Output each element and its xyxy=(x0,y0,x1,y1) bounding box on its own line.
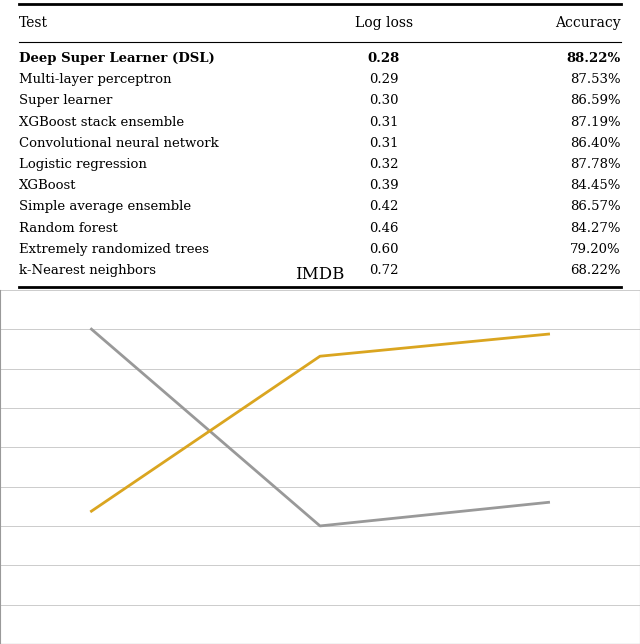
Text: Convolutional neural network: Convolutional neural network xyxy=(19,137,219,150)
Text: 86.40%: 86.40% xyxy=(570,137,621,150)
Text: Random forest: Random forest xyxy=(19,222,118,234)
Text: 0.28: 0.28 xyxy=(368,52,400,65)
Text: 88.22%: 88.22% xyxy=(566,52,621,65)
Text: 0.39: 0.39 xyxy=(369,179,399,192)
Text: Test: Test xyxy=(19,16,48,30)
Text: 84.45%: 84.45% xyxy=(570,179,621,192)
Text: 86.59%: 86.59% xyxy=(570,94,621,108)
Text: Simple average ensemble: Simple average ensemble xyxy=(19,200,191,213)
Text: XGBoost: XGBoost xyxy=(19,179,77,192)
Text: Log loss: Log loss xyxy=(355,16,413,30)
Text: 87.78%: 87.78% xyxy=(570,158,621,171)
Text: 84.27%: 84.27% xyxy=(570,222,621,234)
Text: Deep Super Learner (DSL): Deep Super Learner (DSL) xyxy=(19,52,215,65)
Text: 0.42: 0.42 xyxy=(369,200,399,213)
Text: 0.46: 0.46 xyxy=(369,222,399,234)
Text: 0.29: 0.29 xyxy=(369,73,399,86)
Text: Accuracy: Accuracy xyxy=(555,16,621,30)
Text: 87.53%: 87.53% xyxy=(570,73,621,86)
Text: 0.30: 0.30 xyxy=(369,94,399,108)
Text: Logistic regression: Logistic regression xyxy=(19,158,147,171)
Text: 0.72: 0.72 xyxy=(369,264,399,277)
Text: k-Nearest neighbors: k-Nearest neighbors xyxy=(19,264,156,277)
Text: 87.19%: 87.19% xyxy=(570,115,621,129)
Text: Super learner: Super learner xyxy=(19,94,113,108)
Text: 68.22%: 68.22% xyxy=(570,264,621,277)
Text: 0.60: 0.60 xyxy=(369,243,399,256)
Text: Multi-layer perceptron: Multi-layer perceptron xyxy=(19,73,172,86)
Text: 0.31: 0.31 xyxy=(369,115,399,129)
Text: Extremely randomized trees: Extremely randomized trees xyxy=(19,243,209,256)
Text: 86.57%: 86.57% xyxy=(570,200,621,213)
Title: IMDB: IMDB xyxy=(295,266,345,283)
Text: XGBoost stack ensemble: XGBoost stack ensemble xyxy=(19,115,184,129)
Text: 79.20%: 79.20% xyxy=(570,243,621,256)
Text: 0.32: 0.32 xyxy=(369,158,399,171)
Text: 0.31: 0.31 xyxy=(369,137,399,150)
